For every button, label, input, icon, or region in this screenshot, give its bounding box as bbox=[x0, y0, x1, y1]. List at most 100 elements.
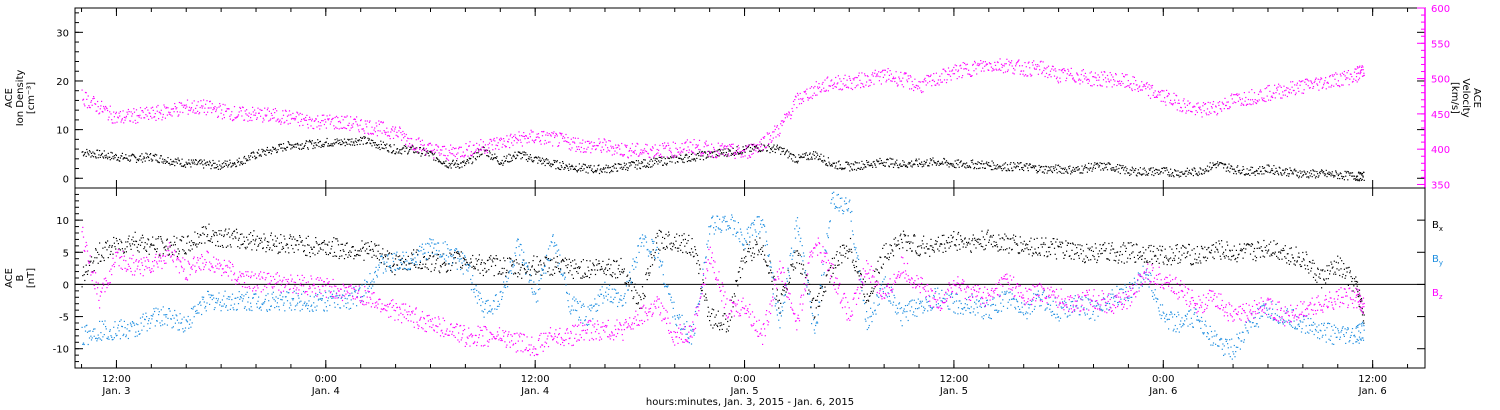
data-point bbox=[1048, 169, 1050, 172]
data-point bbox=[876, 160, 878, 162]
data-point bbox=[710, 324, 712, 326]
data-point bbox=[1119, 82, 1121, 85]
data-point bbox=[1340, 173, 1342, 175]
data-point bbox=[1105, 81, 1107, 83]
data-point bbox=[604, 268, 606, 270]
data-point bbox=[574, 167, 576, 169]
data-point bbox=[820, 91, 822, 93]
data-point bbox=[185, 161, 187, 163]
data-point bbox=[710, 156, 712, 158]
data-point bbox=[609, 150, 611, 152]
data-point bbox=[1334, 78, 1336, 80]
data-point bbox=[858, 75, 860, 77]
data-point bbox=[288, 142, 290, 144]
data-point bbox=[856, 77, 858, 79]
data-point bbox=[128, 155, 130, 157]
data-point bbox=[1194, 170, 1196, 172]
data-point bbox=[1340, 75, 1342, 77]
data-point bbox=[413, 147, 415, 149]
data-point bbox=[829, 85, 831, 87]
data-point bbox=[258, 237, 260, 239]
data-point bbox=[690, 153, 693, 155]
data-point bbox=[257, 152, 259, 154]
data-point bbox=[392, 126, 394, 128]
data-point bbox=[135, 122, 137, 124]
data-point bbox=[1208, 114, 1210, 116]
data-point bbox=[362, 137, 364, 139]
data-point bbox=[347, 124, 349, 126]
data-point bbox=[440, 153, 442, 155]
data-point bbox=[513, 273, 515, 275]
data-point bbox=[197, 110, 199, 112]
data-point bbox=[297, 142, 299, 144]
data-point bbox=[1164, 101, 1166, 103]
data-point bbox=[637, 160, 639, 162]
data-point bbox=[129, 160, 131, 162]
data-point bbox=[974, 166, 976, 169]
data-point bbox=[215, 232, 217, 234]
data-point bbox=[644, 295, 646, 298]
data-point bbox=[550, 166, 552, 168]
data-point bbox=[274, 245, 276, 247]
data-point bbox=[248, 112, 250, 114]
data-point bbox=[1325, 169, 1327, 171]
data-point bbox=[783, 290, 785, 292]
data-point bbox=[587, 266, 589, 268]
data-point bbox=[331, 245, 333, 247]
data-point bbox=[922, 163, 924, 165]
data-point bbox=[268, 110, 270, 112]
data-point bbox=[1267, 171, 1269, 173]
data-point bbox=[1205, 112, 1207, 114]
data-point bbox=[562, 135, 564, 137]
data-point bbox=[658, 160, 660, 162]
data-point bbox=[520, 266, 522, 269]
data-point bbox=[1270, 96, 1272, 98]
data-point bbox=[744, 151, 746, 153]
data-point bbox=[895, 71, 897, 73]
data-point bbox=[350, 144, 352, 146]
data-point bbox=[205, 226, 207, 228]
data-point bbox=[653, 255, 655, 257]
data-point bbox=[1166, 89, 1168, 91]
data-point bbox=[221, 109, 223, 111]
data-point bbox=[415, 147, 417, 149]
data-point bbox=[316, 126, 318, 128]
data-point bbox=[959, 65, 961, 67]
data-point bbox=[433, 148, 435, 151]
data-point bbox=[309, 139, 311, 141]
data-point bbox=[708, 155, 710, 157]
data-point bbox=[345, 116, 347, 118]
data-point bbox=[449, 165, 451, 167]
data-point bbox=[800, 98, 802, 100]
data-point bbox=[153, 244, 155, 246]
data-point bbox=[101, 110, 103, 113]
data-point bbox=[133, 154, 135, 156]
data-point bbox=[351, 138, 353, 140]
data-point bbox=[1131, 89, 1133, 92]
data-point bbox=[1221, 110, 1223, 112]
data-point bbox=[631, 161, 633, 163]
data-point bbox=[1257, 93, 1260, 95]
data-point bbox=[692, 251, 694, 253]
data-point bbox=[505, 146, 507, 148]
data-point bbox=[374, 131, 376, 133]
data-point bbox=[766, 150, 768, 152]
data-point bbox=[167, 248, 169, 250]
data-point bbox=[1347, 171, 1349, 173]
data-point bbox=[988, 69, 990, 71]
data-point bbox=[809, 97, 811, 99]
data-point bbox=[84, 271, 87, 273]
data-point bbox=[738, 152, 740, 155]
data-point bbox=[1184, 172, 1186, 174]
data-point bbox=[729, 319, 731, 321]
data-point bbox=[396, 131, 398, 133]
data-point bbox=[169, 246, 171, 248]
data-point bbox=[1006, 58, 1008, 60]
data-point bbox=[1190, 172, 1192, 174]
data-point bbox=[224, 230, 226, 232]
data-point bbox=[180, 162, 182, 165]
data-point bbox=[1059, 81, 1062, 83]
data-point bbox=[658, 229, 660, 231]
data-point bbox=[278, 251, 280, 253]
